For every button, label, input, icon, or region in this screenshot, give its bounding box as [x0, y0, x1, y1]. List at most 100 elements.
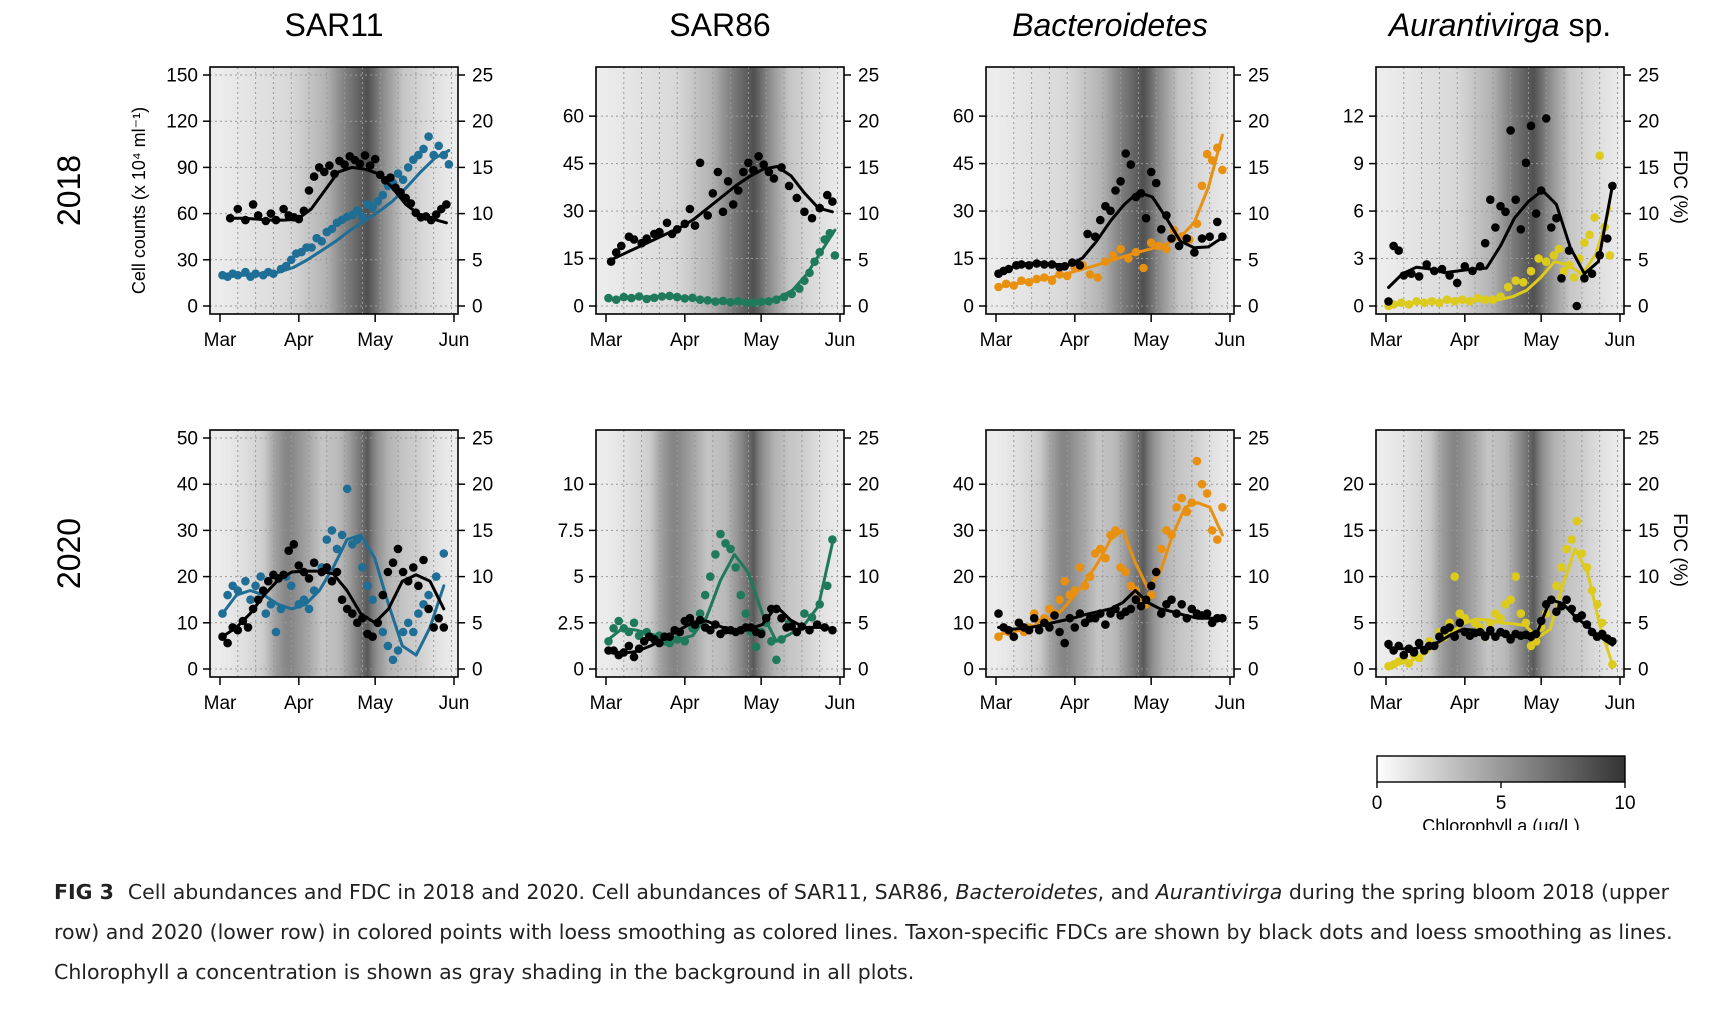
fdc-point — [279, 570, 288, 580]
fdc-point — [1450, 632, 1459, 641]
fdc-point — [419, 555, 428, 565]
fdc-point — [330, 169, 339, 179]
y2-tick-label: 15 — [858, 158, 879, 179]
cell-count-point — [1218, 503, 1227, 512]
y-tick-label: 0 — [187, 297, 198, 318]
x-tick-label: Mar — [1370, 693, 1403, 714]
fdc-point — [994, 609, 1003, 618]
fdc-point — [348, 609, 357, 618]
panel-frame — [1375, 429, 1625, 678]
cell-count-point — [657, 292, 667, 301]
fdc-point — [680, 219, 690, 229]
cell-count-point — [634, 631, 644, 640]
y2-tick-label: 0 — [472, 660, 483, 681]
cell-count-point — [711, 297, 720, 306]
cell-count-point — [1577, 549, 1587, 558]
colorbar-tick-label: 5 — [1496, 793, 1507, 814]
cell-count-point — [672, 635, 682, 644]
cell-count-point — [1202, 149, 1212, 159]
fdc-point — [1004, 625, 1013, 635]
fdc-point — [685, 204, 695, 214]
y-tick-label: 9 — [1353, 154, 1364, 175]
cell-count-point — [672, 292, 682, 302]
y-tick-label: 30 — [953, 521, 974, 542]
cell-count-point — [431, 572, 441, 581]
fdc-point — [734, 186, 743, 195]
fdc-point — [777, 163, 786, 172]
fdc-point — [1531, 629, 1541, 639]
fdc-point — [807, 213, 817, 223]
colorbar-tick-label: 0 — [1372, 793, 1383, 814]
series-cell-counts — [218, 132, 454, 281]
cell-count-point — [1465, 297, 1475, 306]
fdc-point — [1060, 638, 1069, 648]
fdc-point — [325, 161, 334, 170]
fdc-point — [1511, 195, 1520, 204]
cell-count-point — [994, 632, 1003, 641]
cell-count-point — [736, 590, 746, 600]
fdc-point — [706, 625, 715, 635]
fdc-point — [1480, 238, 1490, 248]
cell-count-point — [1172, 503, 1181, 512]
cell-count-point — [706, 572, 715, 581]
fdc-point — [1526, 121, 1536, 131]
cell-count-point — [1108, 251, 1118, 260]
cell-count-point — [1182, 507, 1192, 517]
cell-count-point — [1572, 516, 1582, 526]
cell-count-point — [1009, 281, 1019, 290]
y-tick-label: 15 — [1343, 521, 1364, 542]
column-title-text: Aurantivirga — [1387, 7, 1560, 43]
cell-count-point — [800, 609, 809, 618]
y-tick-label: 150 — [166, 66, 198, 87]
y-tick-label: 45 — [953, 154, 974, 175]
cell-count-point — [1397, 298, 1406, 308]
cell-count-point — [695, 295, 705, 304]
cell-count-point — [1486, 618, 1495, 628]
y-tick-label: 10 — [563, 475, 584, 496]
series-fdc — [994, 567, 1227, 648]
cell-count-point — [1197, 479, 1207, 489]
cell-count-point — [665, 291, 674, 301]
panel-p-2020-sar11: 0 10 20 30 40 50 0 5 10 15 20 25 Mar Apr May Jun — [177, 429, 493, 715]
y2-tick-label: 0 — [472, 297, 483, 318]
cell-count-point — [1207, 156, 1217, 165]
y-tick-label: 0 — [573, 660, 584, 681]
cell-count-point — [777, 635, 786, 644]
cell-count-point — [1055, 595, 1064, 604]
cell-count-point — [261, 609, 271, 618]
cell-count-point — [734, 297, 743, 306]
y2-tick-label: 5 — [472, 613, 483, 634]
y2-tick-label: 15 — [858, 521, 879, 542]
column-title: Aurantivirga sp. — [1387, 7, 1611, 43]
fdc-point — [820, 623, 829, 632]
fdc-point — [1009, 632, 1019, 641]
fdc-point — [1608, 181, 1617, 191]
cell-count-point — [373, 197, 382, 206]
cell-count-point — [1062, 271, 1072, 281]
fdc-point — [728, 200, 738, 209]
series-fdc — [604, 604, 837, 662]
fdc-point — [703, 211, 712, 220]
y-tick-label: 30 — [177, 250, 198, 271]
cell-count-smooth-line — [221, 533, 446, 657]
fdc-point — [1213, 217, 1222, 227]
cell-count-point — [1559, 266, 1569, 276]
fdc-point — [764, 167, 774, 177]
y2-tick-label: 20 — [1248, 475, 1269, 496]
fdc-point — [365, 161, 375, 170]
cell-count-point — [815, 600, 824, 609]
cell-count-point — [619, 292, 629, 302]
cell-count-point — [251, 269, 260, 278]
y-tick-label: 0 — [1353, 660, 1364, 681]
cell-count-point — [1427, 297, 1437, 306]
fdc-point — [225, 213, 235, 223]
fdc-point — [233, 204, 243, 214]
fdc-point — [266, 209, 276, 218]
fdc-point — [401, 193, 410, 203]
cell-count-point — [1047, 276, 1057, 285]
x-tick-label: Jun — [825, 693, 856, 714]
cell-count-point — [1017, 276, 1026, 285]
x-tick-label: Mar — [1370, 330, 1403, 351]
fdc-point — [406, 199, 416, 208]
cell-count-point — [1458, 295, 1467, 304]
